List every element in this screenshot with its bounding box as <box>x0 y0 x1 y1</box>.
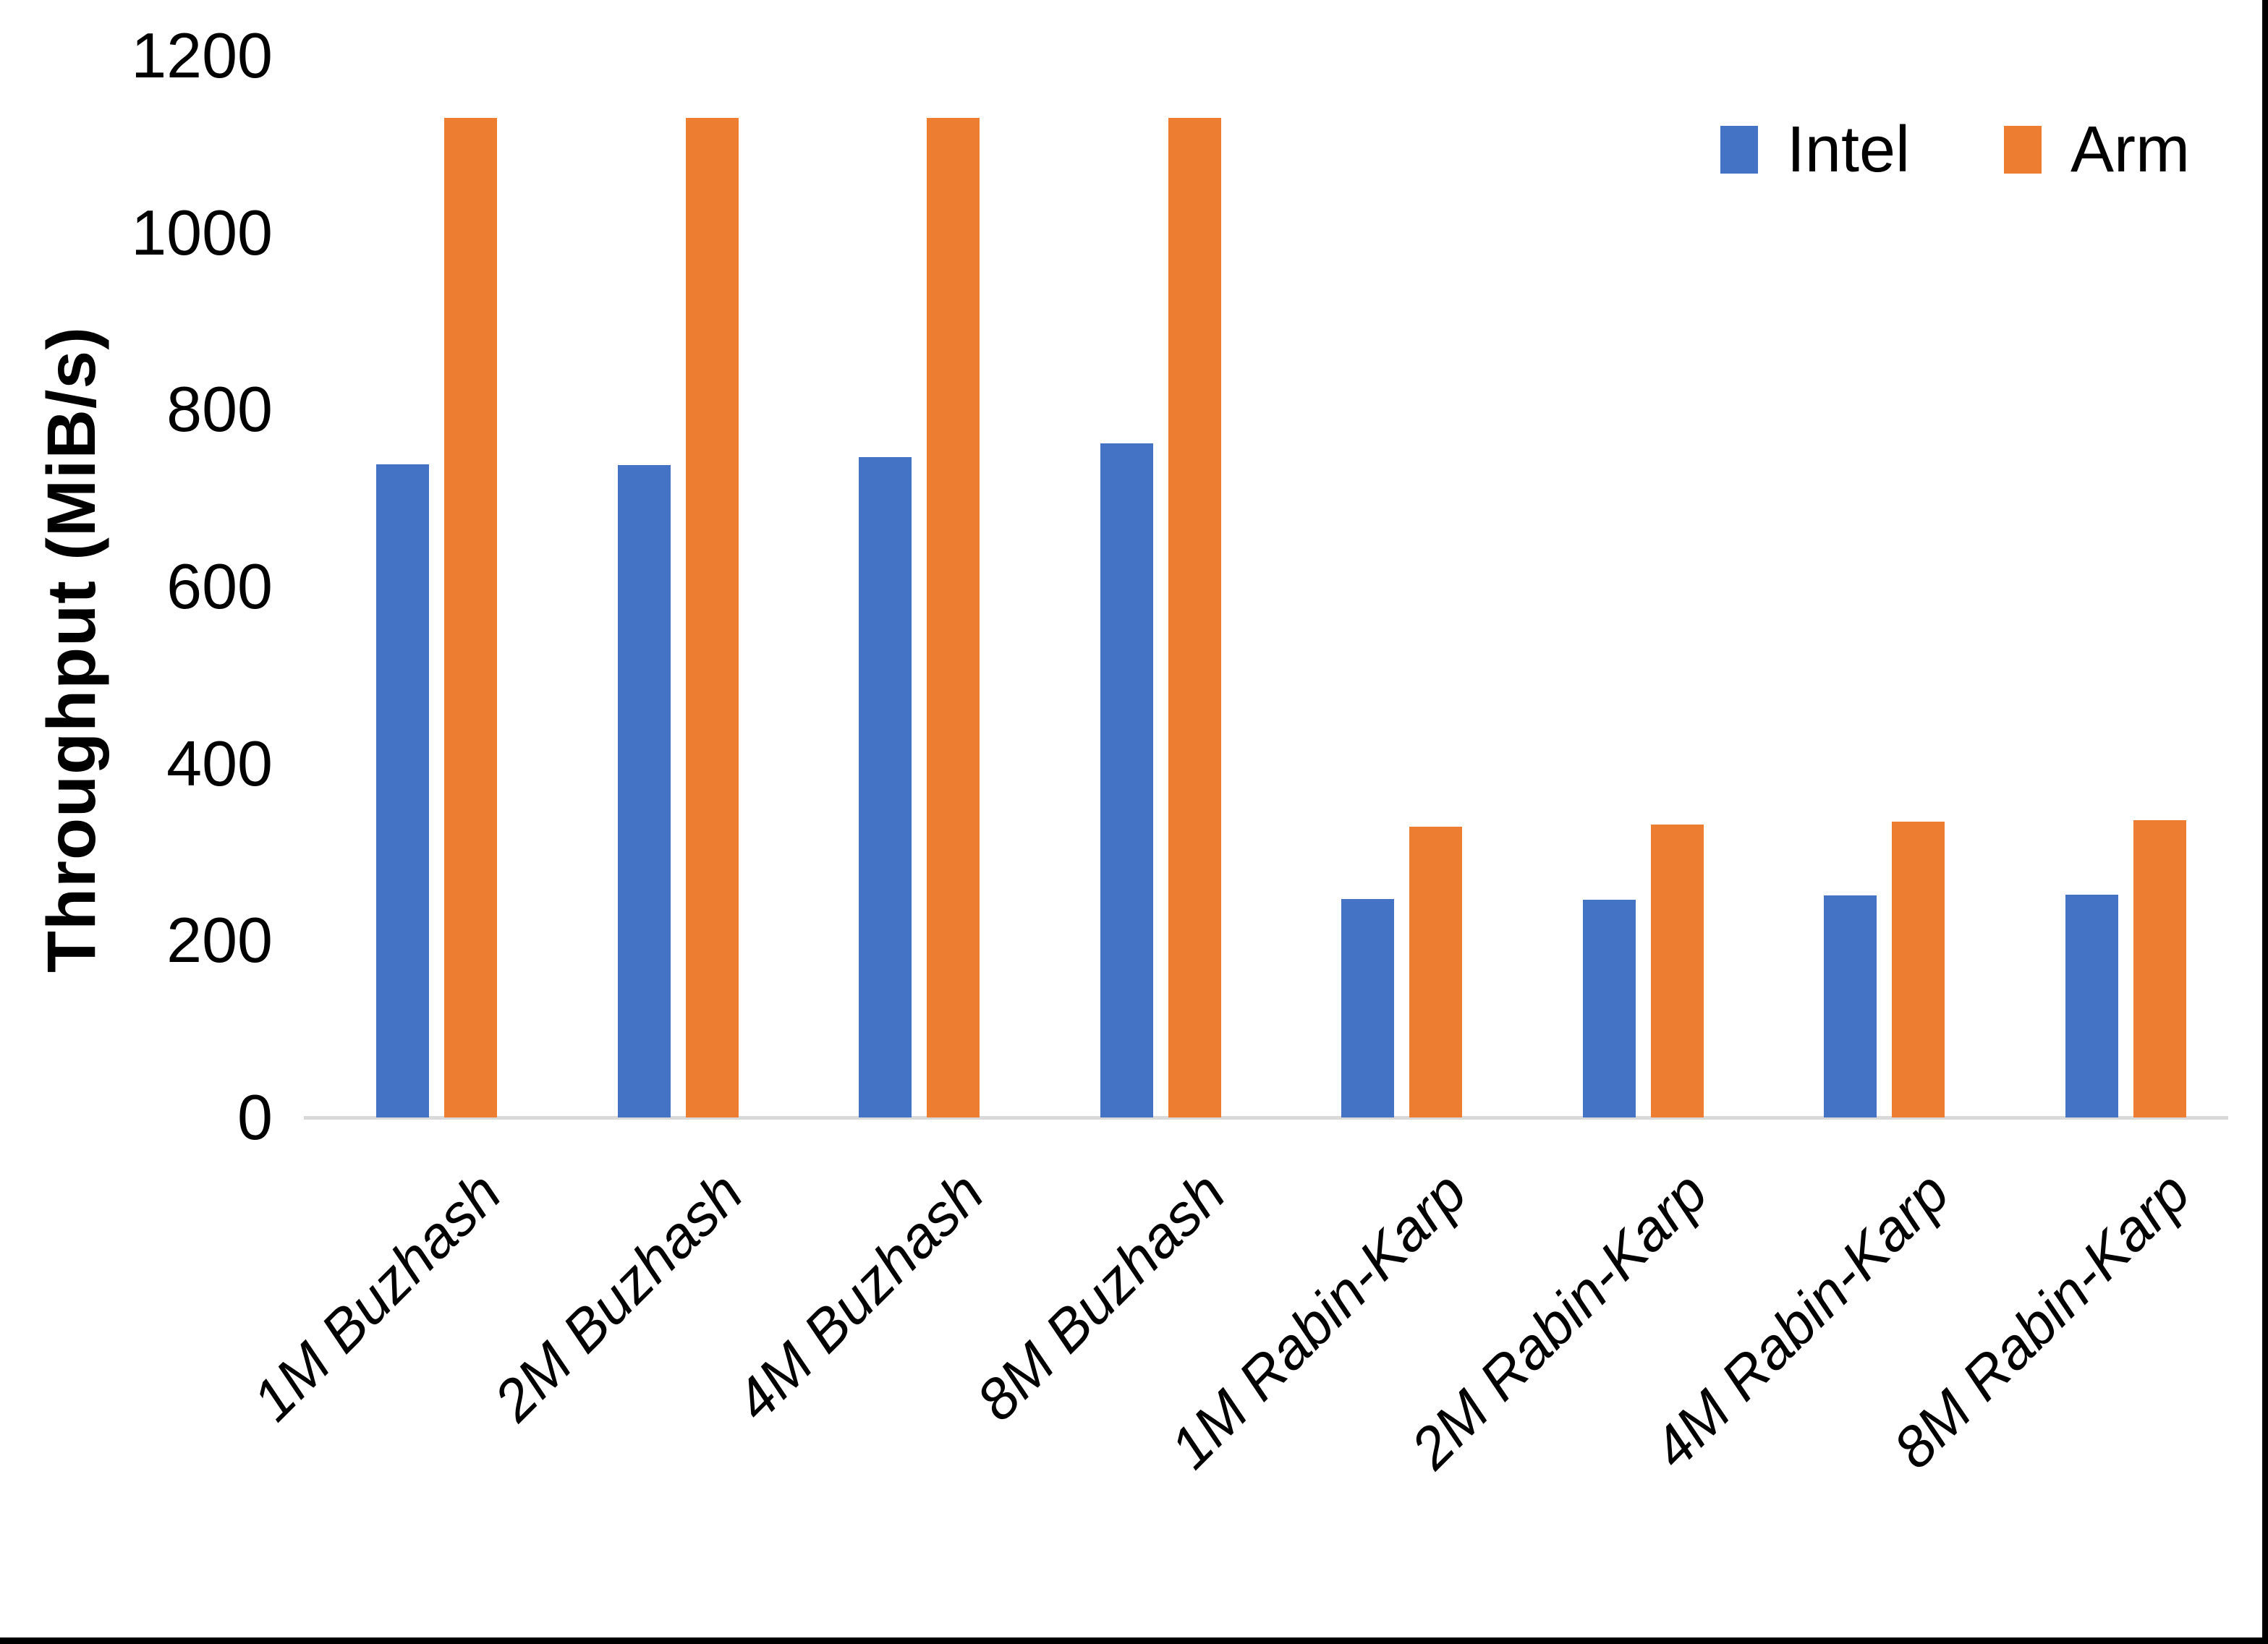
bar-arm-1m-rabin-karp <box>1409 826 1463 1117</box>
y-tick-label-400: 400 <box>166 727 273 799</box>
y-tick-label-800: 800 <box>166 373 273 446</box>
legend-item-arm: Arm <box>2004 117 2190 182</box>
x-category-label-4m-buzhash: 4M Buzhash <box>723 1159 996 1434</box>
bar-arm-1m-buzhash <box>444 117 498 1117</box>
x-category-label-2m-buzhash: 2M Buzhash <box>481 1159 755 1434</box>
legend-swatch-intel <box>1720 126 1758 174</box>
bar-intel-1m-rabin-karp <box>1341 898 1395 1117</box>
y-tick-label-0: 0 <box>237 1081 273 1153</box>
bar-arm-2m-buzhash <box>685 117 739 1117</box>
bar-arm-2m-rabin-karp <box>1650 825 1704 1117</box>
bar-intel-2m-rabin-karp <box>1582 900 1636 1117</box>
bar-intel-2m-buzhash <box>617 465 671 1117</box>
bar-arm-4m-buzhash <box>927 117 980 1117</box>
legend-label-arm: Arm <box>2070 114 2190 186</box>
y-tick-label-200: 200 <box>166 904 273 976</box>
bar-intel-1m-buzhash <box>376 464 430 1117</box>
bar-intel-4m-buzhash <box>859 457 912 1117</box>
legend-swatch-arm <box>2004 126 2042 174</box>
bar-intel-8m-buzhash <box>1100 443 1153 1117</box>
y-tick-label-1000: 1000 <box>131 196 273 268</box>
legend-item-intel: Intel <box>1720 117 1910 182</box>
plot-area <box>316 56 2246 1117</box>
legend-label-intel: Intel <box>1786 114 1911 186</box>
x-axis-line <box>304 1116 2228 1120</box>
bar-arm-4m-rabin-karp <box>1892 822 1945 1117</box>
y-tick-label-1200: 1200 <box>131 20 273 91</box>
bar-arm-8m-buzhash <box>1168 117 1221 1117</box>
bar-arm-8m-rabin-karp <box>2133 819 2186 1117</box>
legend: Intel Arm <box>1720 117 2190 182</box>
x-category-label-1m-buzhash: 1M Buzhash <box>240 1159 514 1434</box>
bar-intel-4m-rabin-karp <box>1824 895 1877 1117</box>
bar-intel-8m-rabin-karp <box>2065 894 2118 1117</box>
y-axis-title: Throughput (MiB/s) <box>33 326 110 973</box>
x-category-label-8m-buzhash: 8M Buzhash <box>964 1159 1237 1434</box>
y-tick-label-600: 600 <box>166 550 273 622</box>
